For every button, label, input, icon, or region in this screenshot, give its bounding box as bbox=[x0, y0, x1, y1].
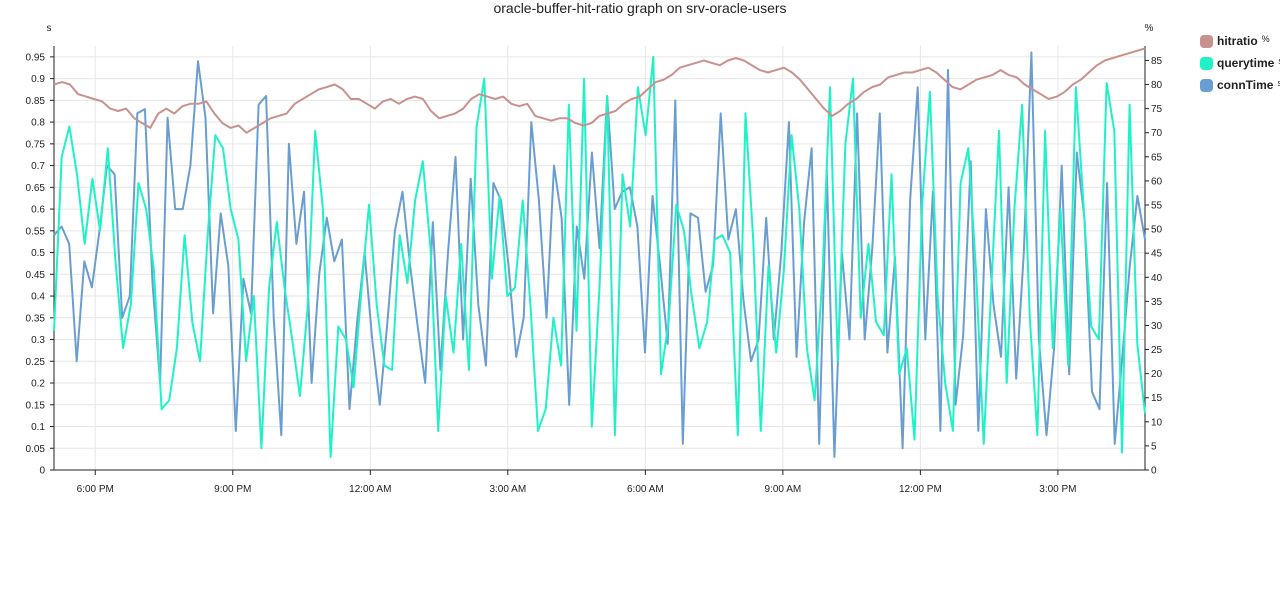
left-tick-label: 0.25 bbox=[26, 357, 46, 368]
x-tick-label: 6:00 PM bbox=[77, 484, 114, 495]
hitratio-swatch-icon bbox=[1200, 34, 1213, 48]
left-tick-label: 0.4 bbox=[31, 292, 45, 303]
querytime-swatch-icon bbox=[1200, 56, 1213, 70]
left-tick-label: 0 bbox=[39, 466, 45, 477]
legend-item-hitratio[interactable]: hitratio % bbox=[1200, 30, 1280, 52]
legend-unit: s bbox=[1277, 78, 1280, 88]
series-line-querytime bbox=[53, 55, 1146, 458]
right-tick-label: 0 bbox=[1151, 466, 1157, 477]
chart-title: oracle-buffer-hit-ratio graph on srv-ora… bbox=[493, 0, 786, 16]
right-tick-label: 30 bbox=[1151, 321, 1163, 332]
left-tick-label: 0.65 bbox=[26, 183, 46, 194]
left-tick-label: 0.6 bbox=[31, 205, 45, 216]
right-tick-label: 70 bbox=[1151, 128, 1163, 139]
left-tick-label: 0.55 bbox=[26, 226, 46, 237]
left-tick-label: 0.85 bbox=[26, 96, 46, 107]
left-tick-label: 0.3 bbox=[31, 335, 45, 346]
conntime-swatch-icon bbox=[1200, 78, 1213, 92]
left-tick-label: 0.45 bbox=[26, 270, 46, 281]
right-tick-label: 45 bbox=[1151, 249, 1163, 260]
legend-item-conntime[interactable]: connTime s bbox=[1200, 74, 1280, 96]
right-tick-label: 80 bbox=[1151, 80, 1163, 91]
x-tick-label: 12:00 PM bbox=[899, 484, 942, 495]
right-tick-label: 25 bbox=[1151, 345, 1163, 356]
left-tick-label: 0.75 bbox=[26, 139, 46, 150]
left-tick-label: 0.7 bbox=[31, 161, 45, 172]
right-tick-label: 60 bbox=[1151, 176, 1163, 187]
right-tick-label: 15 bbox=[1151, 393, 1163, 404]
axes: 0 0.05 0.1 0.15 0.2 0.25 0.3 0.35 0.4 0.45 0.5 0.55… bbox=[26, 46, 1163, 495]
right-tick-label: 10 bbox=[1151, 417, 1163, 428]
right-tick-label: 65 bbox=[1151, 152, 1163, 163]
x-tick-label: 9:00 PM bbox=[214, 484, 251, 495]
left-tick-label: 0.5 bbox=[31, 248, 45, 259]
legend: hitratio % querytime s connTime s bbox=[1200, 30, 1280, 96]
series bbox=[53, 47, 1146, 458]
right-tick-label: 50 bbox=[1151, 225, 1163, 236]
x-tick-label: 9:00 AM bbox=[765, 484, 802, 495]
left-tick-label: 0.8 bbox=[31, 118, 45, 129]
left-axis-unit: s bbox=[47, 23, 52, 34]
right-tick-label: 35 bbox=[1151, 297, 1163, 308]
right-tick-label: 55 bbox=[1151, 201, 1163, 212]
x-tick-label: 6:00 AM bbox=[627, 484, 664, 495]
left-tick-label: 0.1 bbox=[31, 422, 45, 433]
legend-unit: s bbox=[1278, 56, 1280, 66]
left-tick-label: 0.35 bbox=[26, 313, 46, 324]
right-tick-label: 85 bbox=[1151, 56, 1163, 67]
right-tick-label: 20 bbox=[1151, 369, 1163, 380]
right-tick-label: 75 bbox=[1151, 104, 1163, 115]
series-line-connTime bbox=[53, 51, 1146, 458]
right-tick-label: 5 bbox=[1151, 441, 1157, 452]
legend-unit: % bbox=[1261, 34, 1270, 44]
legend-label: hitratio bbox=[1217, 34, 1258, 48]
left-tick-label: 0.9 bbox=[31, 74, 45, 85]
legend-item-querytime[interactable]: querytime s bbox=[1200, 52, 1280, 74]
legend-label: querytime bbox=[1217, 56, 1275, 70]
right-axis-unit: % bbox=[1145, 23, 1154, 34]
left-tick-label: 0.15 bbox=[26, 400, 46, 411]
x-tick-label: 12:00 AM bbox=[349, 484, 391, 495]
legend-label: connTime bbox=[1217, 78, 1274, 92]
left-tick-label: 0.95 bbox=[26, 52, 46, 63]
right-tick-label: 40 bbox=[1151, 273, 1163, 284]
left-tick-label: 0.05 bbox=[26, 444, 46, 455]
x-tick-label: 3:00 PM bbox=[1039, 484, 1076, 495]
left-tick-label: 0.2 bbox=[31, 379, 45, 390]
series-line-hitratio bbox=[53, 47, 1146, 134]
x-tick-label: 3:00 AM bbox=[489, 484, 526, 495]
